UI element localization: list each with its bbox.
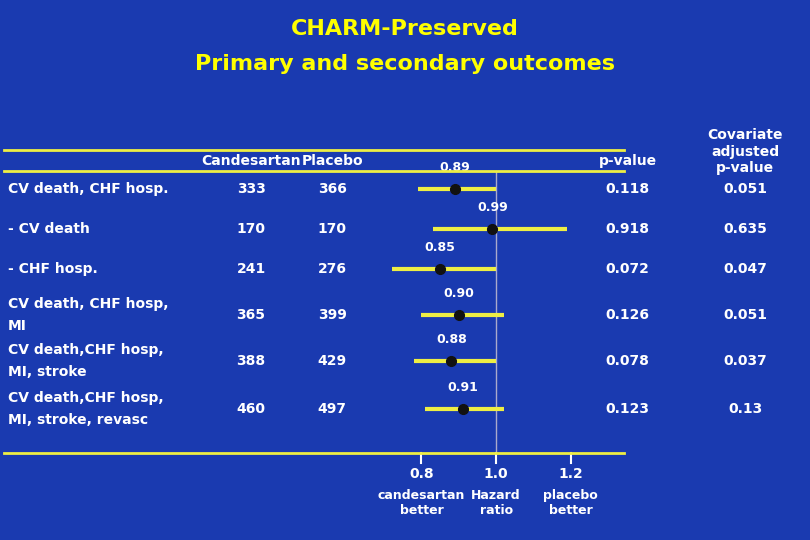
Text: p-value: p-value [599,154,657,168]
Text: CV death,CHF hosp,: CV death,CHF hosp, [8,391,164,404]
Text: 460: 460 [237,402,266,416]
Text: 0.051: 0.051 [723,183,767,197]
Text: - CV death: - CV death [8,222,90,237]
Text: 0.123: 0.123 [606,402,650,416]
Text: 429: 429 [318,354,347,368]
Text: 0.047: 0.047 [723,262,767,276]
Text: 0.8: 0.8 [409,467,434,481]
Text: 0.13: 0.13 [728,402,762,416]
Text: MI: MI [8,319,27,333]
Text: 497: 497 [318,402,347,416]
Text: 0.126: 0.126 [606,308,650,322]
Text: CHARM-Preserved: CHARM-Preserved [291,19,519,39]
Text: Hazard
ratio: Hazard ratio [471,489,521,517]
Text: candesartan
better: candesartan better [377,489,465,517]
Text: 0.89: 0.89 [440,161,471,174]
Text: Covariate
adjusted
p-value: Covariate adjusted p-value [707,129,783,175]
Text: 399: 399 [318,308,347,322]
Text: Candesartan: Candesartan [202,154,301,168]
Text: placebo
better: placebo better [544,489,598,517]
Text: MI, stroke, revasc: MI, stroke, revasc [8,413,148,427]
Text: 0.635: 0.635 [723,222,767,237]
Text: 0.051: 0.051 [723,308,767,322]
Text: 366: 366 [318,183,347,197]
Text: 276: 276 [318,262,347,276]
Text: 241: 241 [237,262,266,276]
Text: 333: 333 [237,183,266,197]
Text: 388: 388 [237,354,266,368]
Text: 1.0: 1.0 [484,467,509,481]
Text: 170: 170 [237,222,266,237]
Text: 0.078: 0.078 [606,354,650,368]
Text: 0.99: 0.99 [477,201,508,214]
Text: 0.037: 0.037 [723,354,767,368]
Text: 0.88: 0.88 [436,333,467,346]
Text: Placebo: Placebo [301,154,363,168]
Text: 365: 365 [237,308,266,322]
Text: 1.2: 1.2 [558,467,583,481]
Text: 0.91: 0.91 [447,381,478,394]
Text: 0.118: 0.118 [606,183,650,197]
Text: 0.85: 0.85 [424,241,455,254]
Text: 0.918: 0.918 [606,222,650,237]
Text: - CHF hosp.: - CHF hosp. [8,262,98,276]
Text: CV death, CHF hosp.: CV death, CHF hosp. [8,183,168,197]
Text: CV death, CHF hosp,: CV death, CHF hosp, [8,297,168,311]
Text: Primary and secondary outcomes: Primary and secondary outcomes [195,54,615,74]
Text: CV death,CHF hosp,: CV death,CHF hosp, [8,343,164,357]
Text: MI, stroke: MI, stroke [8,365,87,379]
Text: 0.90: 0.90 [443,287,474,300]
Text: 170: 170 [318,222,347,237]
Text: 0.072: 0.072 [606,262,650,276]
